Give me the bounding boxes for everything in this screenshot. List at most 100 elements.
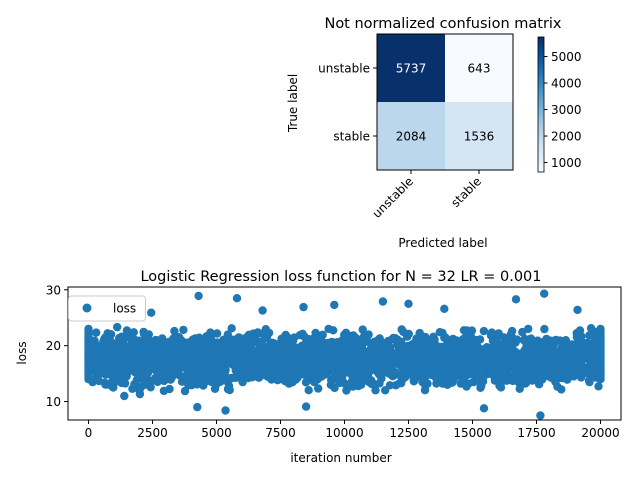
colorbar-segment <box>538 133 544 137</box>
colorbar-segment <box>538 124 544 128</box>
loss-point-outlier <box>221 406 230 415</box>
colorbar-segment <box>538 73 544 76</box>
matrix-cell <box>445 34 513 102</box>
loss-point <box>475 335 485 344</box>
loss-point <box>479 326 489 336</box>
colorbar-segment <box>538 115 544 119</box>
colorbar-segment <box>538 131 544 135</box>
loss-point <box>478 377 488 386</box>
loss-point-outlier <box>440 304 449 313</box>
colorbar-segment <box>538 102 544 106</box>
colorbar-segment <box>538 167 544 171</box>
loss-point <box>146 383 155 392</box>
loss-plot-ylabel: loss <box>15 341 29 364</box>
loss-plot-xlabel: iteration number <box>290 451 391 465</box>
colorbar-segment <box>538 154 544 157</box>
legend-marker <box>82 303 92 313</box>
loss-point-outlier <box>258 306 267 315</box>
loss-point <box>225 385 234 395</box>
colorbar-segment <box>538 82 544 85</box>
colorbar-segment <box>538 48 544 52</box>
colorbar: 1000 2000 3000 4000 5000 <box>537 36 582 173</box>
matrix-cell-value: 5737 <box>396 62 427 76</box>
x-tick-label: 15000 <box>453 426 491 440</box>
confusion-matrix: Not normalized confusion matrix 5737 643 2… <box>286 16 582 250</box>
loss-plot-title: Logistic Regression loss function for N … <box>140 269 541 285</box>
loss-point <box>212 329 222 338</box>
colorbar-segment <box>538 140 544 144</box>
colorbar-segment <box>538 156 544 160</box>
colorbar-segment <box>538 145 544 148</box>
colorbar-segment <box>538 129 544 133</box>
loss-point <box>430 335 439 344</box>
loss-point <box>113 322 122 332</box>
loss-point <box>467 326 477 335</box>
loss-point-outlier <box>120 391 129 401</box>
colorbar-segment <box>538 127 544 130</box>
loss-point <box>423 379 432 388</box>
loss-point <box>524 324 533 334</box>
loss-point <box>577 332 586 341</box>
loss-point <box>512 335 522 344</box>
colorbar-segment <box>538 100 544 103</box>
colorbar-segment <box>538 41 544 45</box>
loss-series-points <box>84 289 605 420</box>
loss-point <box>314 384 323 393</box>
colorbar-segment <box>538 95 544 99</box>
loss-point <box>594 382 603 391</box>
colorbar-segment <box>538 163 544 166</box>
colorbar-segment <box>538 138 544 142</box>
loss-point <box>329 326 338 335</box>
colorbar-segment <box>538 57 544 61</box>
loss-point <box>221 365 230 375</box>
loss-point-outlier <box>540 289 549 298</box>
colorbar-segment <box>538 70 544 74</box>
loss-point <box>371 386 380 395</box>
loss-point-outlier <box>536 411 545 420</box>
colorbar-segment <box>538 113 544 117</box>
colorbar-segment <box>538 88 544 92</box>
colorbar-tick-label: 2000 <box>551 130 582 144</box>
loss-point-outlier <box>573 305 582 315</box>
loss-point <box>304 386 313 395</box>
loss-point <box>129 328 138 337</box>
loss-point-outlier <box>330 300 339 310</box>
colorbar-segment <box>538 52 544 56</box>
y-tick-label-unstable: unstable <box>318 62 370 76</box>
colorbar-segment <box>538 149 544 153</box>
colorbar-tick-label: 4000 <box>551 77 582 91</box>
loss-point <box>264 328 274 338</box>
colorbar-segment <box>538 50 544 54</box>
legend-box <box>68 295 146 322</box>
colorbar-segment <box>538 158 544 162</box>
loss-point <box>227 324 236 333</box>
colorbar-segment <box>538 61 544 65</box>
loss-point-outlier <box>299 302 308 312</box>
loss-point <box>92 328 101 337</box>
colorbar-segment <box>538 66 544 70</box>
colorbar-segment <box>538 39 544 43</box>
matrix-cell-value: 1536 <box>464 130 495 144</box>
colorbar-segment <box>538 160 544 164</box>
y-tick-label: 30 <box>46 283 61 297</box>
matrix-cell <box>377 102 445 170</box>
colorbar-segment <box>538 93 544 97</box>
colorbar-segment <box>538 91 544 94</box>
colorbar-segment <box>538 79 544 83</box>
loss-point <box>364 330 373 339</box>
colorbar-segment <box>538 68 544 72</box>
colorbar-segment <box>538 37 544 40</box>
loss-point-outlier <box>511 295 521 304</box>
colorbar-frame <box>537 36 545 173</box>
colorbar-segment <box>538 147 544 151</box>
loss-point <box>144 330 153 339</box>
x-tick-label: 10000 <box>325 426 363 440</box>
colorbar-segment <box>538 165 544 169</box>
loss-point-outlier <box>193 402 202 412</box>
legend-label: loss <box>113 302 136 316</box>
colorbar-segment <box>538 169 544 173</box>
colorbar-segment <box>538 106 544 110</box>
loss-point <box>106 330 116 339</box>
colorbar-tick-label: 3000 <box>551 103 582 117</box>
